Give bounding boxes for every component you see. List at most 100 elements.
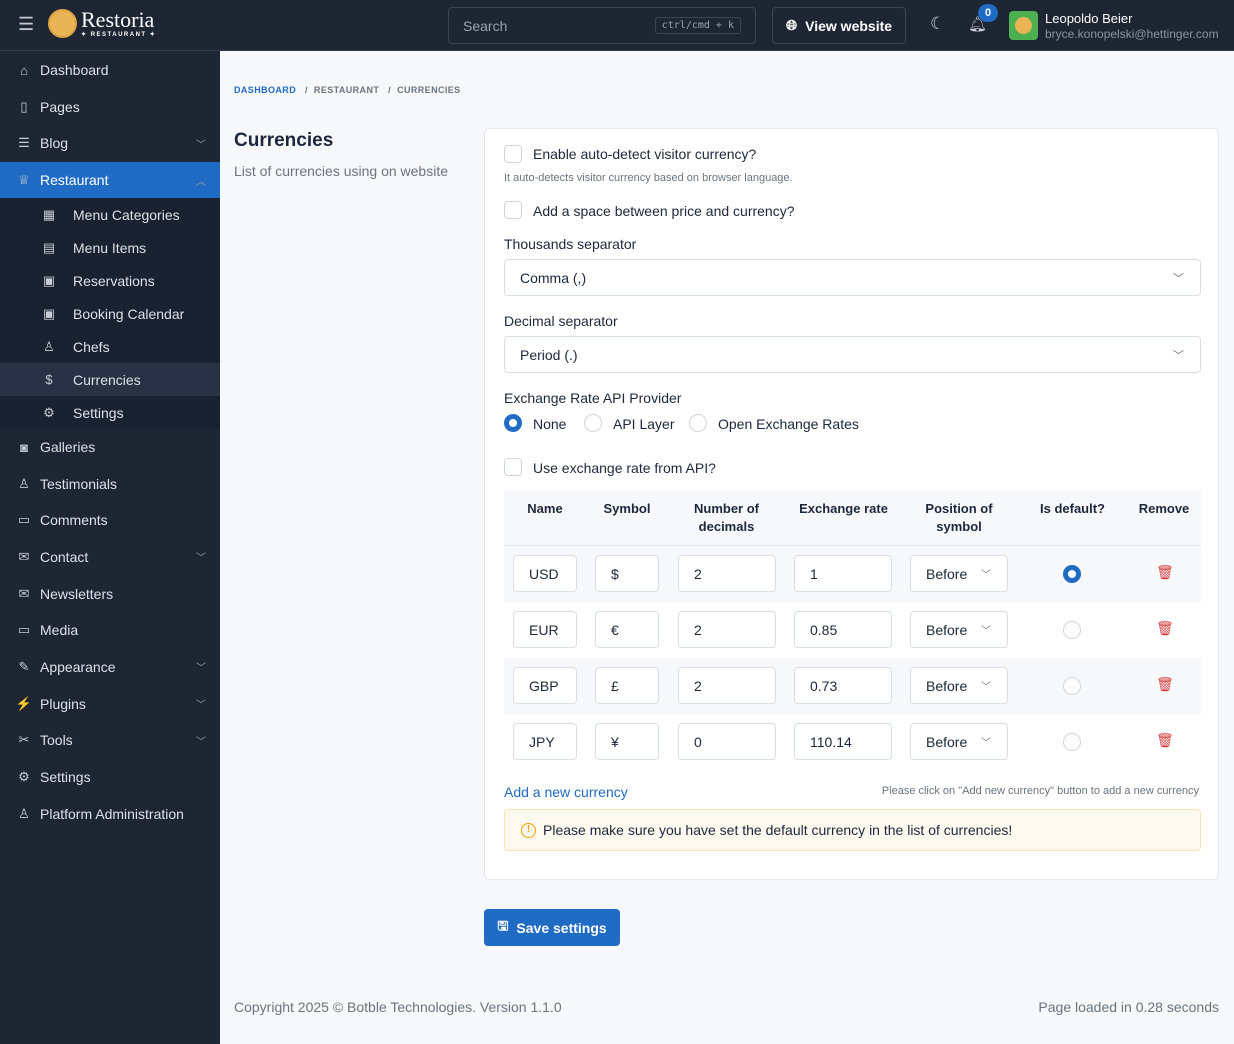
currency-decimals-input[interactable]: 2 (678, 667, 776, 704)
save-icon: 🖫 (497, 917, 509, 933)
currency-rate-input[interactable]: 110.14 (794, 723, 892, 760)
calendar-icon: ▣ (42, 272, 56, 288)
sidebar-item-dashboard[interactable]: ⌂ Dashboard (0, 52, 220, 88)
mail-icon: ✉ (18, 548, 30, 564)
trash-icon[interactable]: 🗑︎ (1156, 620, 1174, 636)
sidebar-item-reservations[interactable]: ▣ Reservations (42, 272, 155, 289)
notification-badge: 0 (978, 4, 998, 22)
sidebar-item-platform-administration[interactable]: ♙ Platform Administration (0, 796, 220, 832)
currency-symbol-input[interactable]: ¥ (595, 723, 659, 760)
warning-alert: ! Please make sure you have set the defa… (504, 809, 1201, 851)
home-icon: ⌂ (20, 62, 28, 78)
sidebar-item-restaurant[interactable]: ♕ Restaurant ︿ (0, 162, 220, 199)
trash-icon[interactable]: 🗑︎ (1156, 732, 1174, 748)
currency-symbol-input[interactable]: £ (595, 667, 659, 704)
chevron-down-icon: ﹀ (981, 570, 991, 581)
is-default-radio[interactable] (1063, 677, 1081, 695)
add-currency-link[interactable]: Add a new currency (504, 784, 628, 800)
currency-rate-input[interactable]: 0.73 (794, 667, 892, 704)
table-row: USD $ 2 1 Before ﹀ 🗑︎ (504, 546, 1201, 602)
add-currency-hint: Please click on "Add new currency" butto… (881, 785, 1199, 797)
sidebar-item-settings[interactable]: ⚙ Settings (0, 396, 220, 429)
currency-name-input[interactable]: EUR (513, 611, 577, 648)
sidebar-item-chefs[interactable]: ♙ Chefs (0, 330, 220, 363)
sidebar-item-currencies[interactable]: $ Currencies (0, 363, 220, 396)
is-default-radio[interactable] (1063, 621, 1081, 639)
currency-rate-input[interactable]: 1 (794, 555, 892, 592)
currency-name-input[interactable]: USD (513, 555, 577, 592)
sidebar-item-galleries[interactable]: ◙ Galleries (0, 429, 220, 465)
auto-detect-label: Enable auto-detect visitor currency? (533, 146, 757, 162)
sidebar-item-settings[interactable]: ⚙ Settings (0, 759, 220, 795)
thousands-select[interactable]: Comma (,) ﹀ (504, 259, 1201, 296)
user-name[interactable]: Leopoldo Beier (1045, 11, 1133, 26)
breadcrumb-restaurant[interactable]: RESTAURANT (313, 85, 380, 95)
currency-position-select[interactable]: Before ﹀ (910, 611, 1008, 648)
currency-position-select[interactable]: Before ﹀ (910, 667, 1008, 704)
chevron-down-icon: ﹀ (196, 139, 206, 151)
currency-symbol-input[interactable]: € (595, 611, 659, 648)
currency-rate-input[interactable]: 0.85 (794, 611, 892, 648)
page-title: Currencies (234, 130, 334, 151)
sidebar-item-plugins[interactable]: ⚡ Plugins ﹀ (15, 695, 206, 712)
logo-icon (48, 9, 77, 38)
currency-symbol-input[interactable]: $ (595, 555, 659, 592)
logo[interactable]: Restoria ✦ RESTAURANT ✦ (48, 9, 156, 38)
table-row: JPY ¥ 0 110.14 Before ﹀ 🗑︎ (504, 714, 1201, 770)
chevron-down-icon: ﹀ (981, 626, 991, 637)
chevron-down-icon: ﹀ (196, 736, 206, 748)
search-input[interactable]: Search ctrl/cmd + k (448, 7, 756, 44)
currency-name-input[interactable]: GBP (513, 667, 577, 704)
sidebar-item-testimonials[interactable]: ♙ Testimonials (0, 466, 220, 502)
chef-hat-icon: ♕ (18, 172, 30, 188)
currency-position-select[interactable]: Before ﹀ (910, 555, 1008, 592)
plug-icon: ⚡ (15, 695, 33, 711)
breadcrumb: DASHBOARD / RESTAURANT / CURRENCIES (234, 85, 461, 95)
menu-toggle-icon[interactable]: ☰ (18, 14, 35, 34)
decimal-select[interactable]: Period (.) ﹀ (504, 336, 1201, 373)
sidebar-item-comments[interactable]: ▭ Comments (17, 512, 108, 529)
dark-mode-icon[interactable]: ☾ (930, 14, 946, 33)
sidebar-item-menu-items[interactable]: ▤ Menu Items (42, 239, 147, 256)
auto-detect-checkbox[interactable] (504, 145, 522, 163)
space-checkbox[interactable] (504, 201, 522, 219)
sidebar-item-menu-categories[interactable]: ▦ Menu Categories (42, 206, 180, 223)
currency-decimals-input[interactable]: 2 (678, 555, 776, 592)
is-default-radio[interactable] (1063, 733, 1081, 751)
chevron-down-icon: ﹀ (981, 738, 991, 749)
trash-icon[interactable]: 🗑︎ (1156, 564, 1174, 580)
sidebar-item-newsletters[interactable]: ✉ Newsletters (0, 576, 220, 612)
trash-icon[interactable]: 🗑︎ (1156, 676, 1174, 692)
sidebar-item-media[interactable]: ▭ Media (17, 622, 79, 639)
sidebar-item-booking-calendar[interactable]: ▣ Booking Calendar (42, 305, 185, 322)
settings-card: Enable auto-detect visitor currency? It … (484, 128, 1219, 880)
sidebar-item-tools[interactable]: ✂ Tools ﹀ (0, 722, 220, 758)
save-settings-button[interactable]: 🖫 Save settings (484, 909, 620, 946)
book-icon: ▯ (20, 98, 28, 114)
is-default-radio[interactable] (1063, 565, 1081, 583)
section-description: List of currencies using on website (234, 163, 448, 179)
currency-decimals-input[interactable]: 2 (678, 611, 776, 648)
clipboard-icon: ▤ (42, 239, 56, 255)
view-website-button[interactable]: 🌐︎ View website (772, 7, 906, 44)
currency-decimals-input[interactable]: 0 (678, 723, 776, 760)
use-api-checkbox[interactable] (504, 458, 522, 476)
api-radio-apilayer[interactable] (584, 414, 602, 432)
avatar[interactable] (1009, 11, 1038, 40)
chevron-down-icon: ﹀ (1173, 272, 1184, 285)
sidebar-item-pages[interactable]: ▯ Pages (0, 89, 220, 125)
breadcrumb-dashboard[interactable]: DASHBOARD (234, 85, 297, 95)
footer-load-time: Page loaded in 0.28 seconds (1038, 999, 1219, 1015)
table-row: GBP £ 2 0.73 Before ﹀ 🗑︎ (504, 658, 1201, 714)
sidebar-item-contact[interactable]: ✉ Contact ﹀ (0, 539, 220, 575)
api-radio-openexchange[interactable] (689, 414, 707, 432)
sidebar-item-appearance[interactable]: ✎ Appearance ﹀ (0, 649, 220, 685)
currency-name-input[interactable]: JPY (513, 723, 577, 760)
dollar-icon: $ (45, 372, 53, 387)
brush-icon: ✎ (18, 658, 30, 674)
api-radio-none[interactable] (504, 414, 522, 432)
footer-copyright: Copyright 2025 © Botble Technologies. Ve… (234, 999, 562, 1015)
folder-icon: ▭ (17, 622, 31, 638)
sidebar-item-blog[interactable]: ☰ Blog ﹀ (0, 125, 220, 161)
currency-position-select[interactable]: Before ﹀ (910, 723, 1008, 760)
